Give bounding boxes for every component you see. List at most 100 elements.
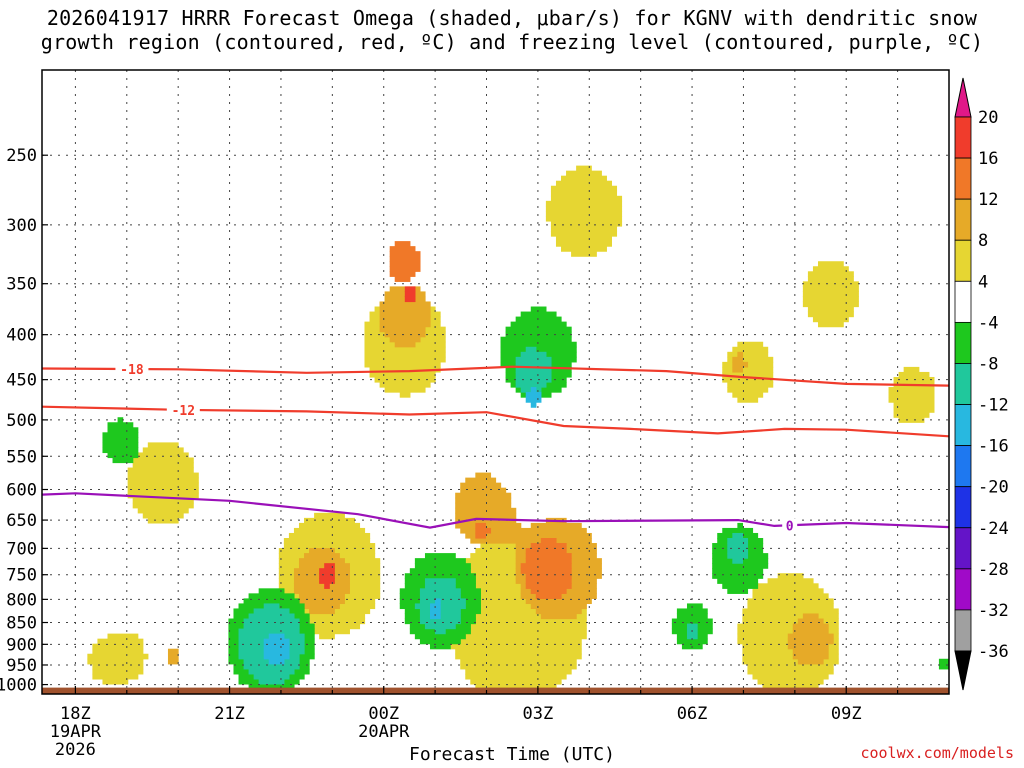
y-tick-label: 350 bbox=[6, 275, 37, 295]
omega-cell bbox=[399, 392, 411, 398]
omega-cell bbox=[258, 588, 285, 594]
colorbar-segment bbox=[954, 445, 972, 488]
colorbar-segment bbox=[954, 116, 972, 159]
omega-cell bbox=[550, 195, 623, 202]
omega-cell bbox=[268, 658, 285, 665]
terrain-band bbox=[42, 687, 949, 694]
x-tick-label: 19APR bbox=[50, 722, 102, 742]
omega-cell bbox=[389, 336, 421, 343]
omega-cell bbox=[686, 633, 698, 640]
omega-cell bbox=[450, 593, 587, 599]
freezing-level-0-label-bg bbox=[782, 518, 798, 533]
colorbar-label: -36 bbox=[978, 642, 1009, 662]
omega-cell bbox=[893, 407, 935, 413]
omega-cell bbox=[288, 532, 371, 539]
y-tick-label: 600 bbox=[6, 481, 37, 501]
omega-cell bbox=[500, 346, 577, 353]
colorbar: 20 16 12 8 4 -4 -8 -12 -16 -20 -24 -28 -32 -36 bbox=[954, 77, 1009, 691]
omega-cell bbox=[802, 286, 859, 293]
omega-cell bbox=[787, 633, 834, 640]
omega-cell bbox=[450, 618, 587, 625]
omega-cell bbox=[374, 376, 436, 383]
omega-cell bbox=[737, 628, 839, 635]
omega-cell bbox=[314, 512, 345, 519]
omega-cell bbox=[540, 538, 557, 544]
omega-cell bbox=[142, 512, 184, 519]
omega-cell bbox=[535, 593, 562, 599]
chart-title: 2026041917 HRRR Forecast Omega (shaded, … bbox=[0, 6, 1024, 54]
omega-cell bbox=[404, 286, 416, 293]
omega-cell bbox=[737, 351, 744, 358]
omega-cell bbox=[429, 643, 451, 650]
omega-cell bbox=[132, 502, 194, 509]
omega-cell bbox=[475, 527, 492, 534]
omega-cell bbox=[525, 573, 572, 579]
colorbar-label: 12 bbox=[978, 190, 998, 210]
omega-cell bbox=[561, 246, 607, 252]
omega-cell bbox=[545, 210, 623, 217]
omega-cell bbox=[379, 326, 426, 333]
omega-cell bbox=[455, 648, 582, 655]
omega-cell bbox=[404, 291, 416, 298]
omega-cell bbox=[722, 583, 759, 589]
omega-cell bbox=[455, 502, 512, 509]
colorbar-label: -8 bbox=[978, 354, 998, 374]
omega-cell bbox=[792, 623, 829, 630]
omega-cell bbox=[309, 608, 335, 615]
omega-cell bbox=[298, 522, 361, 529]
omega-cell bbox=[394, 341, 416, 348]
omega-cell bbox=[450, 588, 582, 594]
x-tick-label: 18Z bbox=[60, 704, 91, 724]
omega-cell bbox=[722, 527, 754, 534]
omega-cell bbox=[258, 678, 285, 685]
omega-cell bbox=[888, 397, 935, 403]
omega-cell bbox=[127, 477, 199, 484]
omega-cell bbox=[938, 663, 949, 670]
x-tick-label: 2026 bbox=[55, 740, 96, 760]
colorbar-label: -24 bbox=[978, 519, 1009, 539]
omega-cell bbox=[419, 588, 461, 594]
y-tick-label: 850 bbox=[6, 614, 37, 634]
omega-cell bbox=[742, 613, 839, 620]
omega-level-12 bbox=[389, 241, 572, 599]
omega-cell bbox=[394, 276, 411, 282]
omega-cell bbox=[92, 648, 144, 655]
omega-cell bbox=[127, 482, 199, 489]
omega-cell bbox=[87, 653, 149, 660]
omega-cell bbox=[298, 598, 345, 605]
omega-cell bbox=[263, 603, 280, 610]
omega-cell bbox=[802, 301, 859, 308]
omega-cell bbox=[470, 678, 562, 685]
colorbar-top-arrow bbox=[954, 77, 972, 118]
omega-cell bbox=[450, 638, 582, 645]
omega-cell bbox=[732, 346, 769, 353]
omega-cell bbox=[545, 205, 623, 212]
omega-cell bbox=[571, 251, 597, 257]
omega-cell bbox=[92, 673, 139, 680]
omega-cell bbox=[92, 643, 144, 650]
y-tick-label: 950 bbox=[6, 656, 37, 676]
omega-cell bbox=[102, 442, 139, 449]
omega-cell bbox=[712, 563, 769, 569]
omega-cell bbox=[515, 361, 552, 368]
x-tick-label: 21Z bbox=[214, 704, 245, 724]
omega-cell bbox=[253, 673, 290, 680]
omega-cell bbox=[817, 321, 844, 328]
omega-cell bbox=[298, 558, 345, 564]
omega-cell bbox=[127, 487, 199, 494]
omega-cell bbox=[530, 603, 587, 610]
omega-cell bbox=[450, 643, 582, 650]
omega-cell bbox=[137, 452, 189, 459]
omega-cell bbox=[107, 633, 139, 640]
omega-level-16 bbox=[319, 286, 416, 589]
omega-cell bbox=[384, 387, 426, 393]
omega-cell bbox=[500, 341, 577, 348]
omega-cell bbox=[117, 417, 124, 423]
omega-cell bbox=[525, 397, 542, 403]
omega-cell bbox=[732, 532, 744, 539]
contour-lines: -18 -12 0 bbox=[42, 362, 949, 534]
colorbar-label: -28 bbox=[978, 560, 1009, 580]
omega-cell bbox=[465, 673, 567, 680]
omega-cell bbox=[525, 346, 537, 353]
